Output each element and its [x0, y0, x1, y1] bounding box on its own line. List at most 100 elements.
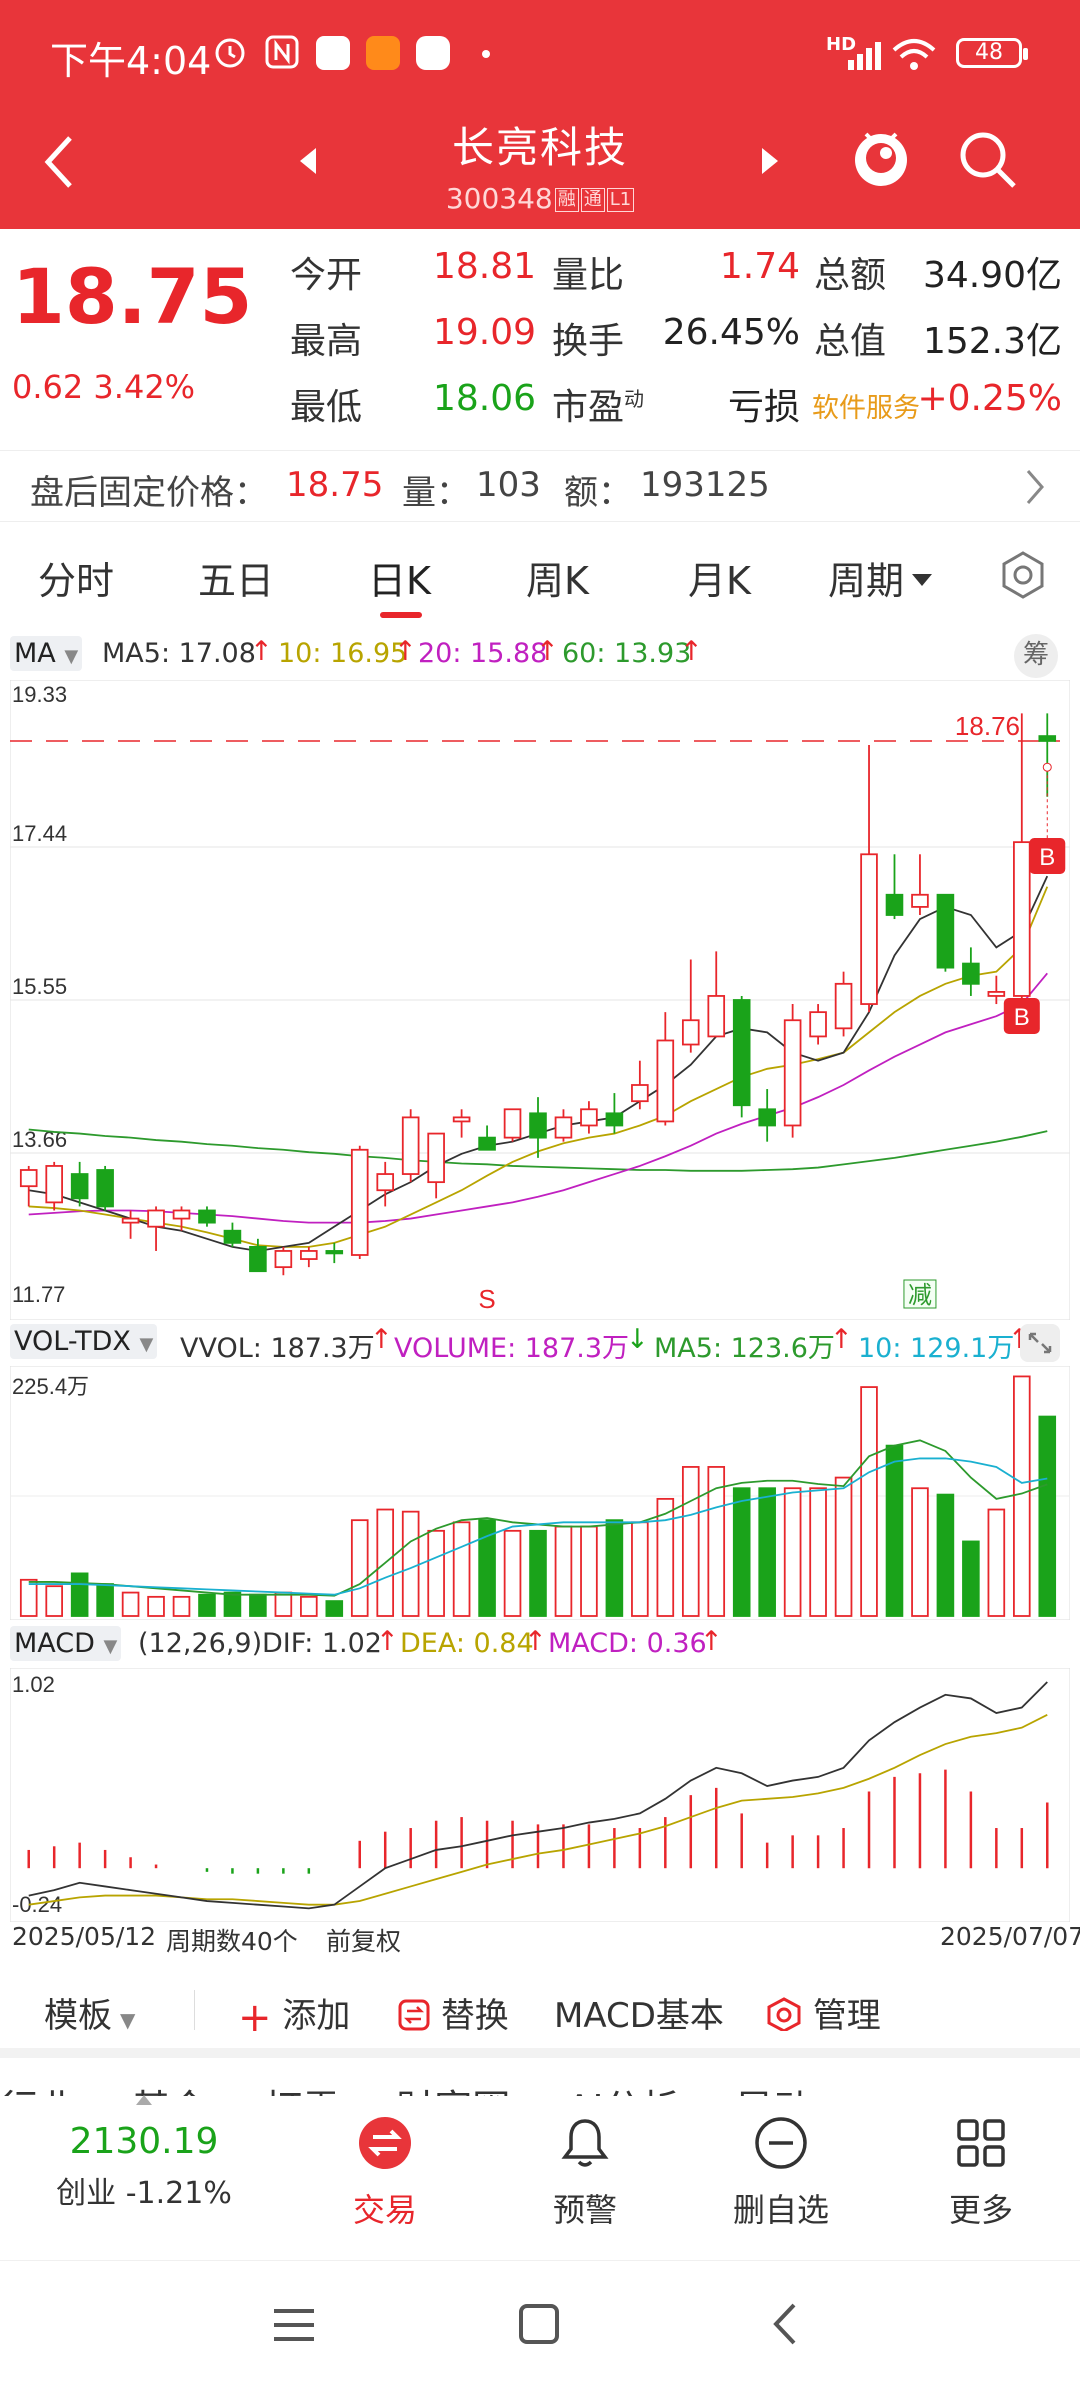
- candle-body: [554, 1116, 573, 1139]
- up-arrow-icon: ↑: [376, 1626, 399, 1657]
- end-date: 2025/07/07: [940, 1922, 1080, 1951]
- up-arrow-icon: ↑: [680, 636, 703, 667]
- tab-intraday[interactable]: 分时: [38, 559, 115, 603]
- back-nav-icon[interactable]: [770, 2301, 800, 2347]
- volume-bar: [427, 1529, 445, 1617]
- remove-watchlist-button[interactable]: 删自选: [696, 2115, 866, 2231]
- trade-button[interactable]: 交易: [300, 2115, 470, 2231]
- home-icon[interactable]: [518, 2303, 560, 2345]
- volume-bar: [198, 1593, 216, 1617]
- candle-body: [198, 1209, 216, 1224]
- quote-value: 18.06: [432, 378, 536, 419]
- macd-chart[interactable]: 1.02 -0.24: [10, 1668, 1070, 1922]
- price-change: 0.62 3.42%: [12, 368, 196, 406]
- caret-down-icon: ▼: [64, 646, 79, 667]
- caret-down-icon: [912, 574, 933, 586]
- candle-body: [147, 1209, 165, 1228]
- reduce-marker-box: [903, 1279, 937, 1309]
- volume-bar: [1013, 1375, 1031, 1617]
- volume-bar: [300, 1595, 318, 1617]
- quote-label: 总值: [814, 321, 887, 362]
- candle-body: [452, 1116, 471, 1123]
- mascot-icon[interactable]: [848, 124, 914, 196]
- quote-value: +0.25%: [917, 378, 1062, 419]
- up-arrow-icon: ↑: [536, 636, 559, 667]
- after-hours-price: 18.75: [286, 465, 384, 505]
- after-hours-bar[interactable]: 盘后固定价格： 18.75 量： 103 额： 193125: [0, 450, 1080, 522]
- macd-selector-label: MACD: [14, 1628, 95, 1659]
- candle-body: [529, 1112, 547, 1139]
- template-button[interactable]: 模板 ▼: [44, 1988, 135, 2037]
- macd-indicator-bar: MACD ▼ (12,26,9) DIF: 1.02 ↑ DEA: 0.84 ↑ M…: [0, 1620, 1080, 1668]
- candle-body: [350, 1148, 369, 1256]
- candle-body: [656, 1039, 675, 1123]
- last-price-label: 18.76: [955, 711, 1020, 741]
- replace-indicator-button[interactable]: 替换: [398, 1988, 509, 2037]
- battery-icon: 48: [956, 38, 1028, 68]
- candle-body: [783, 1019, 802, 1127]
- tab-five-day[interactable]: 五日: [198, 559, 275, 603]
- volume-selector[interactable]: VOL-TDX ▼: [10, 1324, 158, 1359]
- macd-basic-button[interactable]: MACD基本: [554, 1996, 724, 2036]
- volume-bar: [809, 1487, 827, 1617]
- expand-icon[interactable]: [1020, 1324, 1060, 1362]
- candle-body: [911, 893, 929, 908]
- settings-icon[interactable]: [998, 550, 1048, 600]
- candle-body: [681, 1019, 700, 1046]
- price-axis-label: 11.77: [12, 1282, 65, 1307]
- ma-indicator-bar: MA ▼ MA5: 17.08 ↑ 10: 16.95 ↑ 20: 15.88 ↑ 6…: [0, 630, 1080, 678]
- quote-value: 152.3亿: [922, 321, 1062, 362]
- quote-label: 市盈动: [552, 387, 645, 428]
- quote-label: 最低: [290, 387, 363, 428]
- back-icon[interactable]: [40, 132, 80, 192]
- up-arrow-icon: ↑: [524, 1626, 547, 1657]
- volume-bar: [529, 1529, 547, 1617]
- volume-bar: [1038, 1415, 1057, 1617]
- volume-chart[interactable]: 225.4万: [10, 1366, 1070, 1620]
- remove-label: 删自选: [732, 2191, 829, 2229]
- swap-icon: [398, 1999, 430, 2031]
- add-indicator-button[interactable]: + 添加: [238, 1988, 350, 2041]
- volume-bar: [478, 1519, 496, 1617]
- index-ticker[interactable]: 2130.19 创业 -1.21%: [44, 2095, 244, 2212]
- ma5-line: [28, 875, 1049, 1252]
- tab-monthly-k[interactable]: 月K: [688, 559, 751, 603]
- system-navigation-bar: [0, 2260, 1080, 2400]
- candle-body: [223, 1229, 242, 1244]
- ma20-label: 20: 15.88: [418, 638, 548, 669]
- volume-bar: [325, 1600, 344, 1617]
- volume-bar: [681, 1466, 700, 1617]
- up-arrow-icon: ↑: [370, 1324, 393, 1355]
- candle-body: [936, 893, 955, 969]
- prev-stock-icon[interactable]: [296, 146, 320, 176]
- chip-button[interactable]: 筹: [1014, 634, 1058, 678]
- up-arrow-icon: ↑: [250, 636, 273, 667]
- alert-button[interactable]: 预警: [500, 2115, 670, 2231]
- tab-period[interactable]: 周期: [828, 550, 934, 605]
- next-stock-icon[interactable]: [758, 146, 782, 176]
- search-icon[interactable]: [956, 128, 1018, 190]
- caret-down-icon: ▼: [103, 1636, 118, 1657]
- ma60-line: [28, 1128, 1048, 1172]
- after-hours-vol: 103: [476, 465, 541, 505]
- after-hours-amt-label: 额：: [564, 473, 632, 513]
- manage-button[interactable]: 管理: [766, 1988, 881, 2037]
- macd-selector[interactable]: MACD ▼: [10, 1626, 122, 1661]
- candle-body: [478, 1136, 496, 1151]
- volume-bar: [554, 1525, 573, 1617]
- chart-frame: [10, 1668, 1070, 1922]
- recent-apps-icon[interactable]: [272, 2305, 316, 2345]
- more-button[interactable]: 更多: [896, 2115, 1066, 2231]
- app-notification-icon: [416, 36, 450, 70]
- ma-selector[interactable]: MA ▼: [10, 636, 83, 671]
- candle-body: [580, 1108, 598, 1127]
- tab-weekly-k[interactable]: 周K: [526, 559, 589, 603]
- quote-value: 26.45%: [662, 312, 800, 353]
- candle-body: [300, 1250, 318, 1260]
- indicator-toolbar: 模板 ▼ + 添加 替换 MACD基本 管理: [0, 1968, 1080, 2058]
- app-notification-icon: [316, 36, 350, 70]
- candle-body: [274, 1250, 293, 1269]
- tab-daily-k[interactable]: 日K: [368, 559, 431, 603]
- candle-body: [732, 999, 751, 1107]
